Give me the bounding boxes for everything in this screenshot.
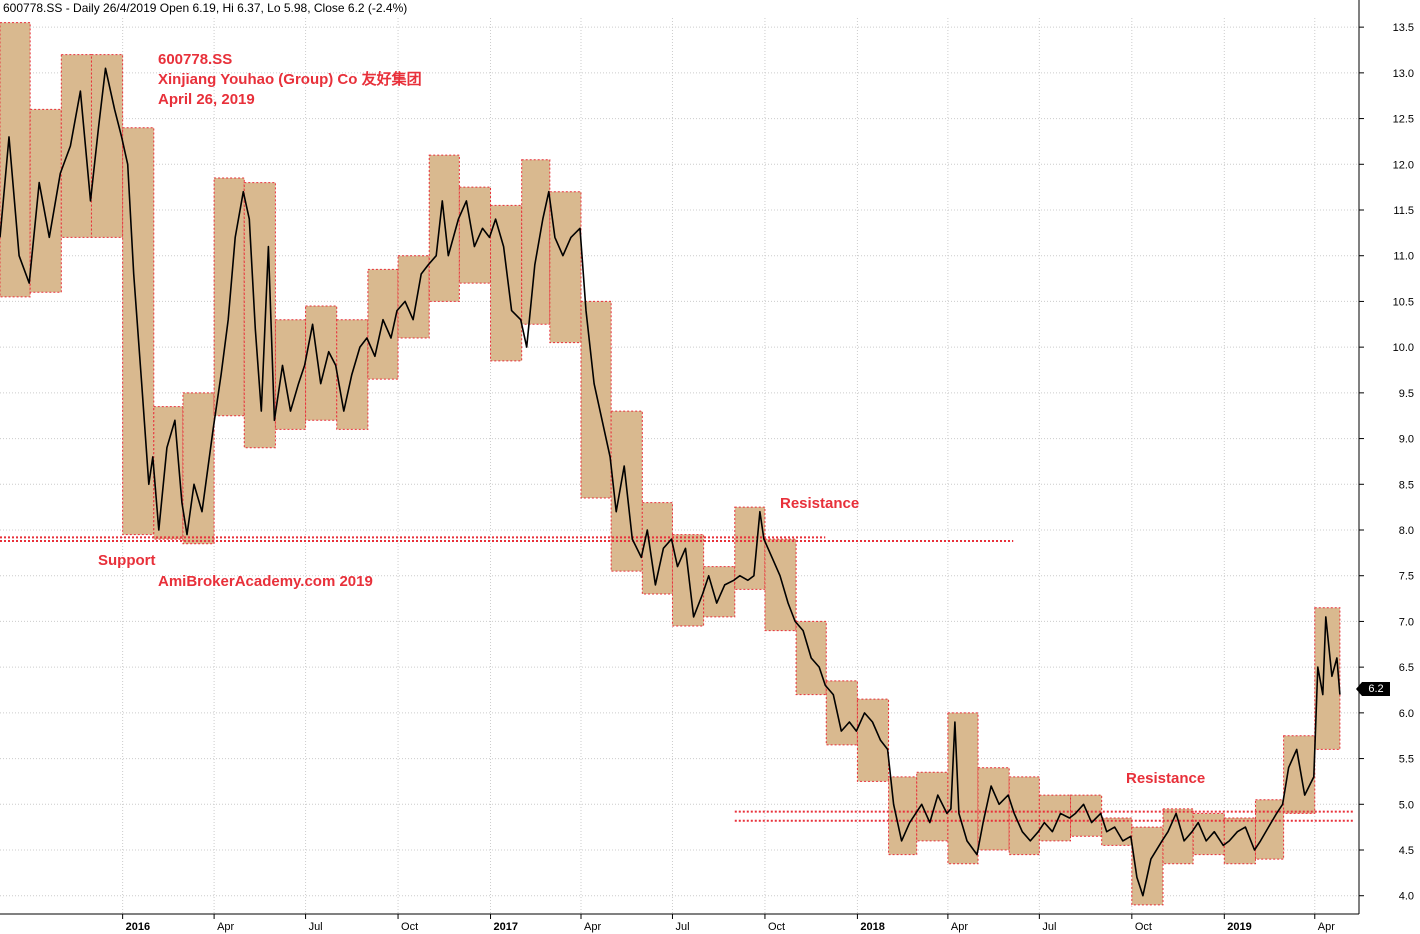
x-tick-label: 2018 (860, 921, 884, 933)
y-tick-label: 7.5 (1399, 571, 1414, 583)
y-tick-label: 11.5 (1393, 205, 1414, 217)
site-label: AmiBrokerAcademy.com 2019 (158, 573, 373, 590)
last-price-value: 6.2 (1368, 683, 1384, 695)
monthly-range-box (458, 186, 492, 284)
x-tick-label: Apr (217, 921, 234, 933)
y-tick-label: 8.5 (1399, 479, 1414, 491)
ticker-label: 600778.SS (158, 51, 233, 68)
monthly-range-box (1070, 794, 1103, 837)
monthly-range-box (1038, 794, 1072, 842)
monthly-range-box (977, 767, 1010, 851)
x-tick-label: Jul (309, 921, 323, 933)
monthly-range-box (580, 300, 612, 499)
y-tick-label: 9.5 (1399, 388, 1414, 400)
monthly-range-box (305, 305, 338, 421)
monthly-range-box (856, 698, 890, 782)
y-tick-label: 4.0 (1399, 891, 1414, 903)
resistance-label-upper: Resistance (780, 495, 860, 512)
y-tick-label: 6.0 (1399, 708, 1414, 720)
monthly-range-box (60, 54, 92, 238)
monthly-range-box (825, 680, 858, 746)
y-tick-label: 12.0 (1393, 159, 1414, 171)
monthly-range-box (703, 566, 736, 618)
monthly-range-box (671, 534, 705, 627)
x-tick-label: 2016 (126, 921, 150, 933)
monthly-range-box (549, 191, 582, 344)
monthly-range-box (521, 159, 551, 325)
y-tick-label: 6.5 (1399, 662, 1414, 674)
x-tick-label: Jul (1042, 921, 1056, 933)
monthly-range-box (153, 406, 184, 540)
monthly-range-box (1283, 735, 1316, 814)
monthly-range-box (428, 154, 460, 302)
monthly-range-box (397, 255, 430, 339)
chart-header: 600778.SS - Daily 26/4/2019 Open 6.19, H… (3, 1, 408, 15)
x-tick-label: Apr (1318, 921, 1335, 933)
support-label: Support (98, 552, 156, 569)
monthly-range-box (29, 108, 62, 293)
y-tick-label: 10.5 (1393, 296, 1414, 308)
monthly-range-box (0, 22, 31, 298)
y-tick-label: 13.5 (1393, 22, 1414, 34)
y-tick-label: 5.0 (1399, 799, 1414, 811)
price-series (0, 67, 1341, 897)
y-tick-label: 11.0 (1393, 251, 1414, 263)
price-line (0, 67, 1341, 897)
monthly-range-box (1192, 812, 1225, 856)
monthly-range-box (490, 204, 523, 362)
x-tick-label: Jul (675, 921, 689, 933)
monthly-range-box (1131, 826, 1164, 906)
monthly-range-boxes (0, 22, 1341, 906)
y-tick-label: 5.5 (1399, 754, 1414, 766)
x-tick-label: Oct (768, 921, 785, 933)
company-label: Xinjiang Youhao (Group) Co 友好集团 (158, 71, 422, 88)
reference-lines (0, 536, 1354, 822)
monthly-range-box (367, 268, 399, 380)
x-tick-label: Oct (1135, 921, 1152, 933)
monthly-range-box (1008, 776, 1040, 856)
y-tick-label: 4.5 (1399, 845, 1414, 857)
y-tick-label: 13.0 (1393, 68, 1414, 80)
resistance-label-lower: Resistance (1126, 770, 1206, 787)
last-price-tag: 6.2 (1356, 682, 1390, 696)
x-tick-label: Apr (951, 921, 968, 933)
x-tick-label: 2019 (1227, 921, 1251, 933)
x-tick-label: Apr (584, 921, 601, 933)
monthly-range-box (947, 712, 979, 865)
x-tick-label: Oct (401, 921, 418, 933)
y-tick-label: 7.0 (1399, 616, 1414, 628)
y-tick-label: 12.5 (1393, 114, 1414, 126)
x-tick-label: 2017 (494, 921, 518, 933)
y-tick-label: 9.0 (1399, 434, 1414, 446)
y-tick-label: 8.0 (1399, 525, 1414, 537)
date-label: April 26, 2019 (158, 91, 255, 108)
y-tick-label: 10.0 (1393, 342, 1414, 354)
monthly-range-box (641, 502, 673, 595)
monthly-range-box (888, 776, 918, 856)
monthly-range-box (182, 392, 215, 545)
